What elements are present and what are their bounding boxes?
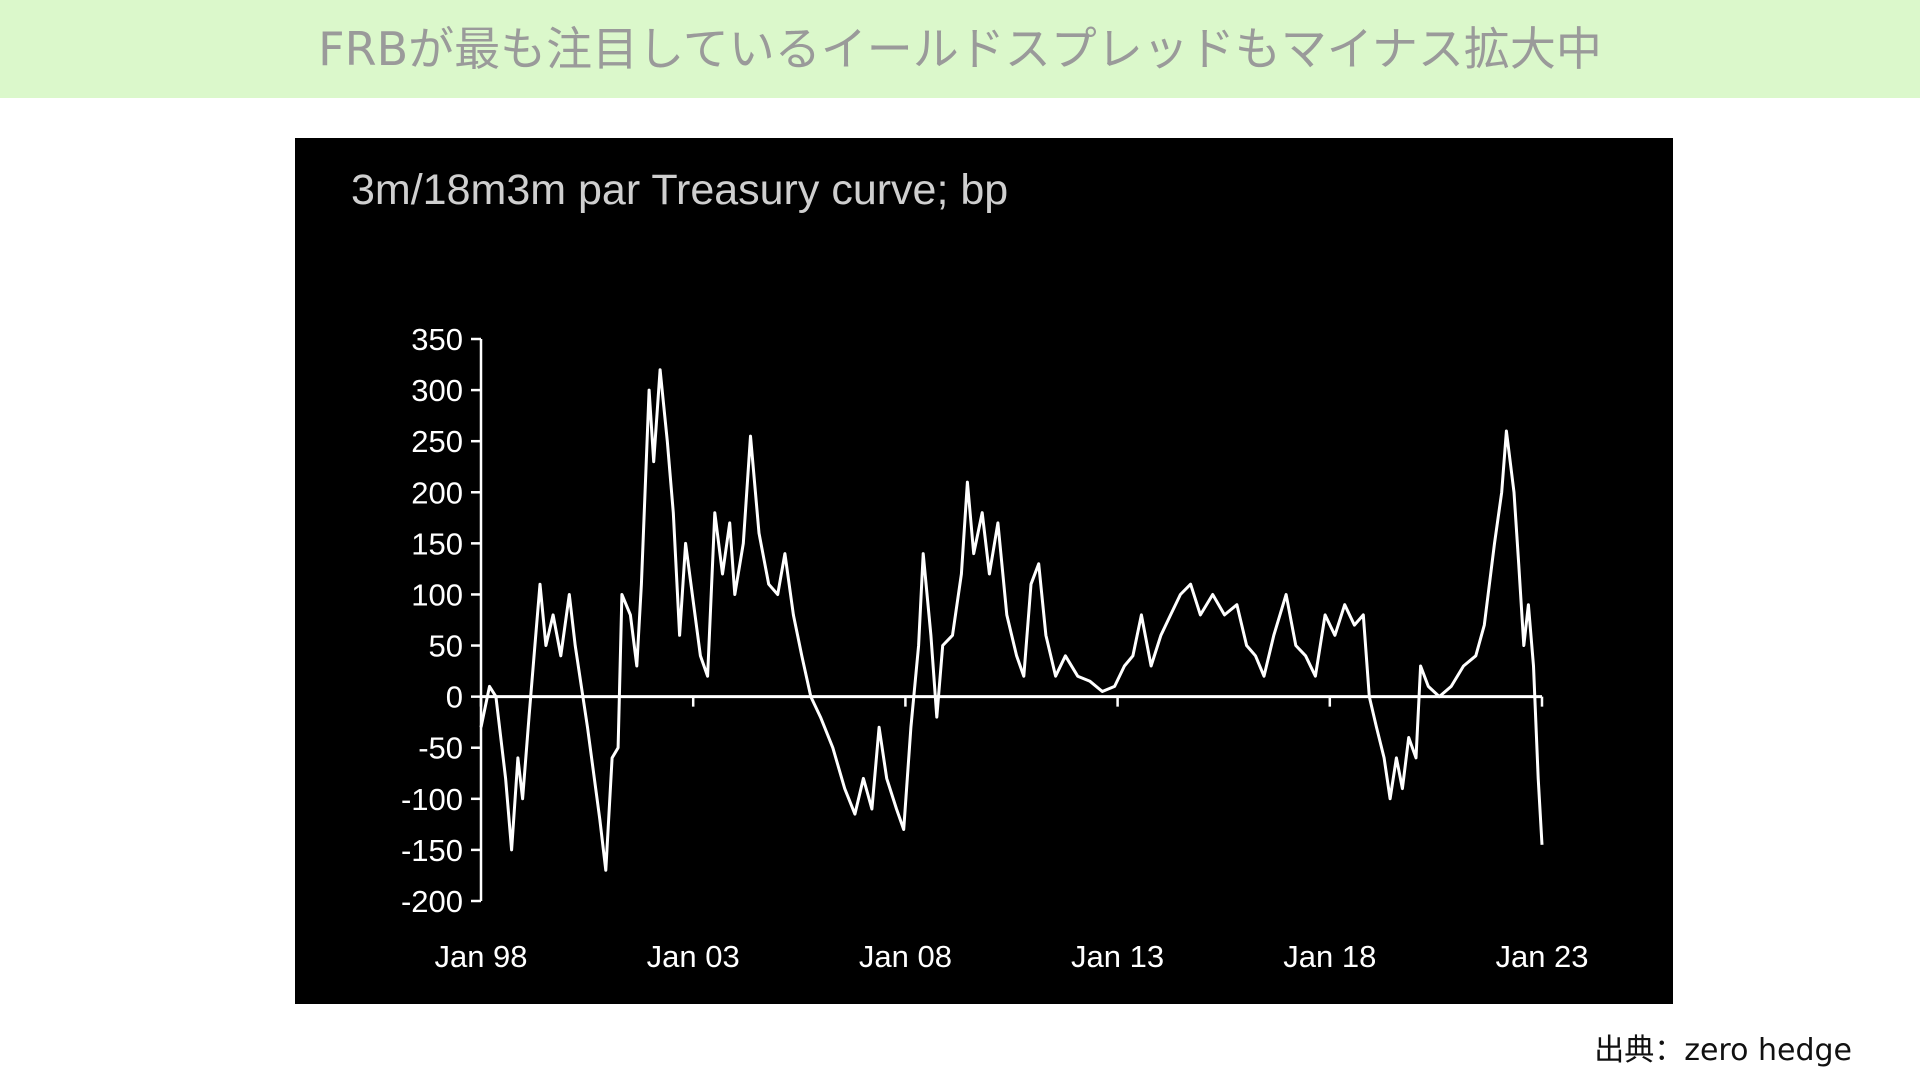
y-tick-label: -100 — [401, 782, 463, 817]
y-tick-label: 150 — [411, 526, 463, 561]
y-tick-label: -150 — [401, 833, 463, 868]
y-tick-label: 50 — [429, 629, 463, 664]
data-line — [479, 368, 1544, 872]
chart-title: 3m/18m3m par Treasury curve; bp — [351, 166, 1008, 214]
y-tick-label: 100 — [411, 577, 463, 612]
x-tick-label: Jan 18 — [1283, 939, 1376, 974]
x-tick-label: Jan 08 — [859, 939, 952, 974]
y-tick-label: 0 — [446, 680, 463, 715]
y-tick-label: -200 — [401, 884, 463, 919]
chart-background — [295, 138, 1673, 1004]
header-title: FRBが最も注目しているイールドスプレッドもマイナス拡大中 — [0, 0, 1920, 98]
source: 出典：zero hedge — [1594, 1033, 1852, 1068]
x-tick-label: Jan 13 — [1071, 939, 1164, 974]
x-tick-label: Jan 23 — [1495, 939, 1588, 974]
y-tick-label: 350 — [411, 322, 463, 357]
x-tick-label: Jan 03 — [647, 939, 740, 974]
y-tick-label: -50 — [418, 731, 463, 766]
y-tick-label: 200 — [411, 475, 463, 510]
y-tick-label: 300 — [411, 373, 463, 408]
x-tick-label: Jan 98 — [434, 939, 527, 974]
y-tick-label: 250 — [411, 424, 463, 459]
chart: 3m/18m3m par Treasury curve; bp -200 -150… — [295, 138, 1673, 1004]
